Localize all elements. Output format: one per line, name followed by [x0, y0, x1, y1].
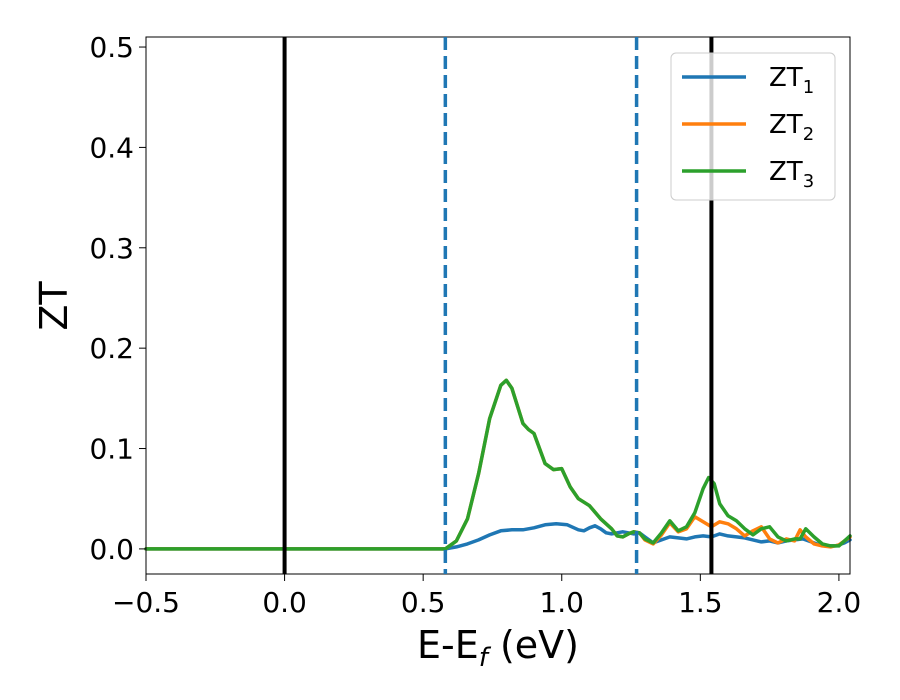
plot-frame [145, 36, 851, 575]
axis-ticks: −0.5 0.0 0.5 1.0 1.5 2.0 0.0 0.1 0.2 0.3 0.4 0.5 [89, 31, 861, 619]
legend: ZT1 ZT2 ZT3 [670, 52, 836, 201]
series-line-zt3 [144, 378, 852, 551]
reference-lines [282, 37, 714, 574]
x-tick-label: 0.0 [262, 586, 307, 619]
x-axis-title-main: E-E [417, 623, 479, 667]
x-tick-label: 1.5 [678, 586, 723, 619]
legend-label-zt2: ZT2 [769, 110, 814, 145]
x-tick-label: 2.0 [817, 586, 862, 619]
x-axis-title: E-Ef (eV) [417, 623, 579, 673]
legend-box [670, 52, 836, 201]
y-tick-label: 0.2 [89, 332, 134, 365]
legend-label-zt1: ZT1 [769, 63, 814, 98]
x-tick-label: 0.5 [401, 586, 446, 619]
x-tick-label: −0.5 [112, 586, 180, 619]
y-tick-label: 0.1 [89, 433, 134, 466]
y-tick-label: 0.4 [89, 131, 134, 164]
legend-label-zt3: ZT3 [769, 157, 814, 192]
x-tick-label: 1.0 [539, 586, 584, 619]
x-axis-title-unit: (eV) [488, 623, 579, 667]
y-tick-label: 0.0 [89, 533, 134, 566]
y-tick-label: 0.3 [89, 232, 134, 265]
series-lines [144, 378, 852, 551]
y-tick-label: 0.5 [89, 31, 134, 64]
y-axis-title: ZT [32, 281, 76, 331]
series-line-zt2 [144, 378, 852, 551]
